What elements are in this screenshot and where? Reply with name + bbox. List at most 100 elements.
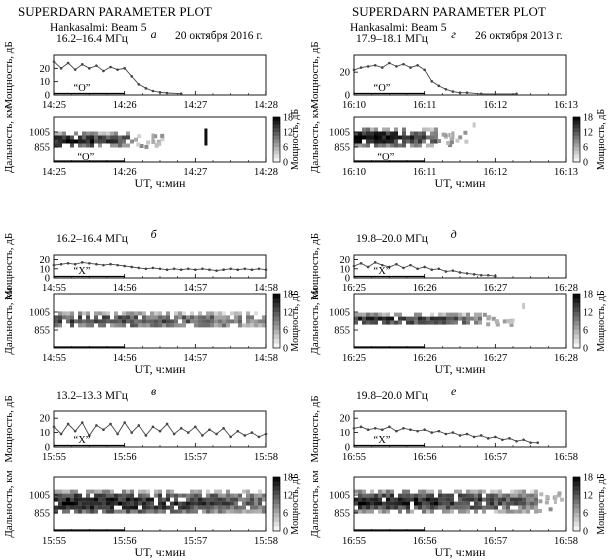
range-cell xyxy=(406,489,410,494)
range-cell xyxy=(358,143,362,148)
power-point xyxy=(380,428,384,432)
range-cell xyxy=(530,505,534,510)
range-cell xyxy=(214,509,218,514)
range-cell xyxy=(218,319,222,324)
range-cell xyxy=(58,323,62,328)
range-cell xyxy=(134,323,138,328)
range-cell xyxy=(66,505,70,510)
power-point xyxy=(423,428,426,432)
range-cell xyxy=(98,139,102,144)
power-point xyxy=(494,274,497,278)
range-cell xyxy=(54,505,58,510)
range-cell xyxy=(62,131,66,136)
colorbar-segment xyxy=(573,481,580,487)
range-cell xyxy=(94,497,98,502)
range-cell xyxy=(90,497,94,502)
range-cell xyxy=(90,489,94,494)
colorbar-segment xyxy=(573,504,580,509)
range-cell xyxy=(150,497,154,502)
range-cell xyxy=(210,493,214,498)
range-cell xyxy=(238,505,242,510)
range-cell xyxy=(406,501,410,506)
left-date: 20 октября 2016 г. xyxy=(175,30,263,42)
range-cell xyxy=(126,319,130,324)
range-cell xyxy=(210,323,214,328)
range-cell xyxy=(130,319,134,324)
x-tick-label: 15:55 xyxy=(42,452,66,463)
range-cell xyxy=(214,493,218,498)
range-cell xyxy=(230,509,234,514)
range-cell xyxy=(138,311,142,316)
range-cell xyxy=(134,497,138,502)
frequency-label: 19.8–20.0 МГц xyxy=(356,233,428,245)
x-tick-label: 16:58 xyxy=(554,536,578,547)
x-axis-label: UT, ч:мин xyxy=(435,362,486,376)
range-cell xyxy=(62,489,66,494)
range-cell xyxy=(137,134,142,139)
x-axis-label: UT, ч:мин xyxy=(435,176,486,190)
range-cell xyxy=(534,489,538,494)
range-cell xyxy=(246,501,250,506)
range-cell xyxy=(526,505,530,510)
range-cell xyxy=(414,505,418,510)
x-tick-label: 14:56 xyxy=(113,283,137,294)
range-cell xyxy=(214,489,218,494)
range-cell xyxy=(118,319,122,324)
power-point xyxy=(359,261,363,265)
range-cell xyxy=(390,497,394,502)
power-point xyxy=(388,61,391,65)
range-cell xyxy=(146,493,150,498)
range-cell xyxy=(454,320,458,325)
range-cell xyxy=(502,319,507,324)
power-point xyxy=(437,267,441,271)
range-cell xyxy=(422,505,426,510)
range-cell xyxy=(362,505,366,510)
range-cell xyxy=(130,497,134,502)
colorbar-segment xyxy=(273,158,280,163)
colorbar-tick-label: 0 xyxy=(583,158,588,169)
range-cell xyxy=(82,319,86,324)
range-cell xyxy=(110,143,114,148)
range-cell xyxy=(154,505,158,510)
power-point xyxy=(59,67,63,70)
range-cell xyxy=(402,143,406,148)
range-cell xyxy=(410,139,414,144)
range-cell xyxy=(166,311,170,316)
colorbar-segment xyxy=(573,330,580,335)
colorbar-segment xyxy=(273,143,280,148)
range-cell xyxy=(422,497,426,502)
power-point xyxy=(402,426,405,430)
range-cell xyxy=(58,311,62,316)
colorbar-segment xyxy=(273,508,280,514)
power-point xyxy=(151,425,155,429)
colorbar: 18 12 6 0 Мощность, дБ xyxy=(572,473,607,538)
range-cell xyxy=(426,143,430,148)
range-cell xyxy=(354,143,358,148)
range-cell xyxy=(194,489,198,494)
range-cell xyxy=(102,131,106,136)
range-cell xyxy=(534,493,538,498)
power-panel: 19.8–20.0 МГц е 0 10 20 16:55 16:56 16:57 16:58 “… xyxy=(309,384,578,463)
range-cell xyxy=(186,509,190,514)
range-cell xyxy=(494,501,498,506)
range-cell xyxy=(454,312,458,317)
x-tick-label: 14:27 xyxy=(183,167,207,178)
range-cell xyxy=(526,497,530,502)
range-cell xyxy=(448,143,453,148)
power-point xyxy=(409,428,412,432)
range-cell xyxy=(374,316,378,321)
range-cell xyxy=(402,139,406,144)
range-cell xyxy=(426,509,430,514)
range-cell xyxy=(78,139,82,144)
range-cell xyxy=(434,139,438,144)
range-cell xyxy=(482,509,486,514)
power-point xyxy=(451,269,455,272)
range-cell xyxy=(246,323,250,328)
range-cell xyxy=(486,501,490,506)
range-cell xyxy=(410,131,414,136)
range-cell xyxy=(86,143,90,148)
range-cell xyxy=(82,497,86,502)
range-cell xyxy=(94,501,98,506)
range-cell xyxy=(498,489,502,494)
range-cell xyxy=(162,323,166,328)
